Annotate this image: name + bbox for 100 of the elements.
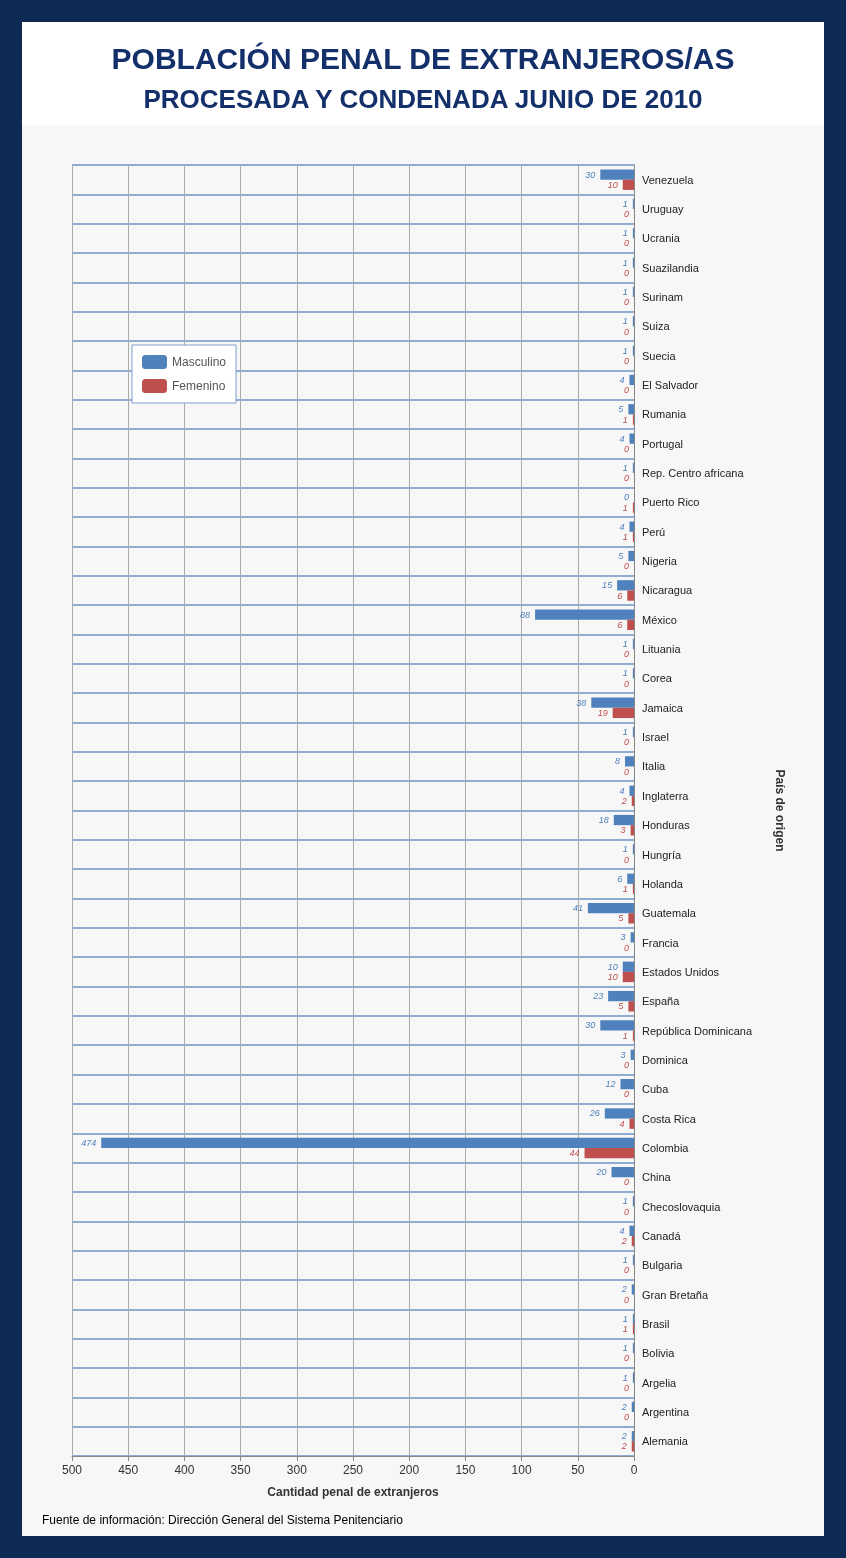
x-tick-label: 500 (61, 1463, 83, 1477)
data-label: 0 (623, 1206, 629, 1217)
y-tick-label: Inglaterra (642, 789, 690, 802)
source-note: Fuente de información: Dirección General del Sistema Penitenciario (42, 1513, 404, 1527)
bar (627, 619, 634, 631)
data-label: 4 (619, 785, 625, 796)
y-tick-label: Francia (642, 936, 680, 949)
y-tick-label: Canadá (642, 1229, 682, 1242)
bar (630, 932, 634, 943)
y-tick-label: El Salvador (642, 379, 699, 392)
data-label: 0 (623, 1382, 629, 1393)
bar (622, 971, 634, 983)
data-label: 1 (622, 345, 628, 356)
data-label: 30 (585, 169, 596, 180)
data-label: 1 (622, 1255, 628, 1266)
y-tick-label: Corea (642, 672, 673, 685)
y-tick-label: Bolivia (642, 1347, 676, 1360)
y-tick-label: Honduras (642, 819, 691, 832)
data-label: 0 (623, 766, 629, 777)
bar (617, 580, 634, 591)
data-label: 3 (620, 932, 626, 943)
y-tick-label: Gran Bretaña (642, 1288, 709, 1301)
data-label: 2 (620, 1401, 627, 1412)
y-tick-label: Guatemala (642, 907, 697, 920)
bar (591, 697, 634, 708)
data-label: 0 (623, 561, 629, 572)
data-label: 88 (520, 609, 531, 620)
bar (628, 404, 634, 415)
data-label: 10 (607, 972, 618, 983)
x-tick-label: 350 (230, 1463, 251, 1477)
bar (584, 1147, 634, 1159)
bar (600, 1020, 634, 1031)
bar (101, 1137, 634, 1148)
data-label: 1 (622, 462, 628, 473)
data-label: 0 (623, 355, 629, 366)
data-label: 4 (619, 521, 625, 532)
data-label: 5 (618, 913, 625, 924)
data-label: 1 (622, 883, 628, 894)
data-label: 0 (623, 854, 629, 865)
y-tick-label: Bulgaria (642, 1259, 684, 1272)
data-label: 10 (607, 961, 618, 972)
data-label: 15 (602, 580, 614, 591)
chart-title: POBLACIÓN PENAL DE EXTRANJEROS/AS (110, 42, 736, 76)
bar (628, 550, 634, 562)
bar (625, 756, 634, 767)
bar (604, 1108, 634, 1119)
y-tick-label: Cuba (642, 1083, 670, 1096)
y-tick-label: Suazilandia (642, 261, 700, 274)
y-tick-label: Ucrania (642, 232, 681, 245)
data-label: 1 (622, 502, 628, 513)
data-label: 2 (620, 795, 627, 806)
bar (622, 179, 634, 190)
x-tick-label: 400 (174, 1463, 195, 1477)
data-label: 1 (622, 198, 628, 209)
bar (600, 169, 634, 180)
bar (627, 873, 634, 884)
data-label: 2 (620, 1441, 627, 1452)
x-tick-label: 450 (118, 1463, 139, 1477)
data-label: 4 (619, 374, 625, 385)
bar (611, 1166, 634, 1178)
y-tick-label: Estados Unidos (642, 965, 720, 978)
data-label: 5 (618, 404, 625, 415)
data-label: 6 (617, 873, 623, 884)
data-label: 8 (614, 756, 621, 767)
bar (628, 913, 634, 924)
x-tick-label: 0 (630, 1463, 638, 1477)
data-label: 44 (569, 1148, 580, 1159)
x-tick-label: 150 (455, 1463, 476, 1477)
y-tick-label: Lituania (642, 643, 682, 656)
y-tick-label: España (642, 995, 681, 1008)
y-tick-label: Puerto Rico (642, 496, 700, 509)
data-label: 1 (622, 316, 628, 327)
data-label: 3 (620, 1049, 626, 1060)
data-label: 6 (617, 590, 623, 601)
y-tick-label: China (642, 1171, 672, 1184)
data-label: 0 (623, 209, 629, 220)
data-label: 4 (619, 1118, 625, 1129)
y-tick-label: México (642, 613, 677, 626)
y-tick-label: Portugal (642, 437, 683, 450)
chart-subtitle: PROCESADA Y CONDENADA JUNIO DE 2010 (142, 84, 704, 115)
y-tick-label: Hungría (642, 848, 683, 861)
data-label: 5 (618, 550, 625, 561)
x-tick-label: 200 (399, 1463, 420, 1477)
y-tick-label: Colombia (642, 1141, 690, 1154)
y-tick-label: Uruguay (642, 203, 685, 216)
data-label: 1 (622, 531, 628, 542)
bar (628, 1001, 634, 1012)
y-tick-label: Perú (642, 525, 666, 538)
data-label: 2 (620, 1236, 627, 1247)
y-tick-label: Italia (642, 760, 667, 773)
data-label: 0 (623, 1060, 629, 1071)
data-label: 0 (623, 942, 629, 953)
x-tick-label: 50 (571, 1463, 585, 1477)
data-label: 1 (622, 1343, 628, 1354)
y-tick-label: Rumania (642, 408, 687, 421)
data-label: 1 (622, 1313, 628, 1324)
data-label: 0 (623, 443, 629, 454)
bar (622, 961, 634, 972)
data-label: 1 (622, 1030, 628, 1041)
data-label: 20 (595, 1167, 607, 1178)
